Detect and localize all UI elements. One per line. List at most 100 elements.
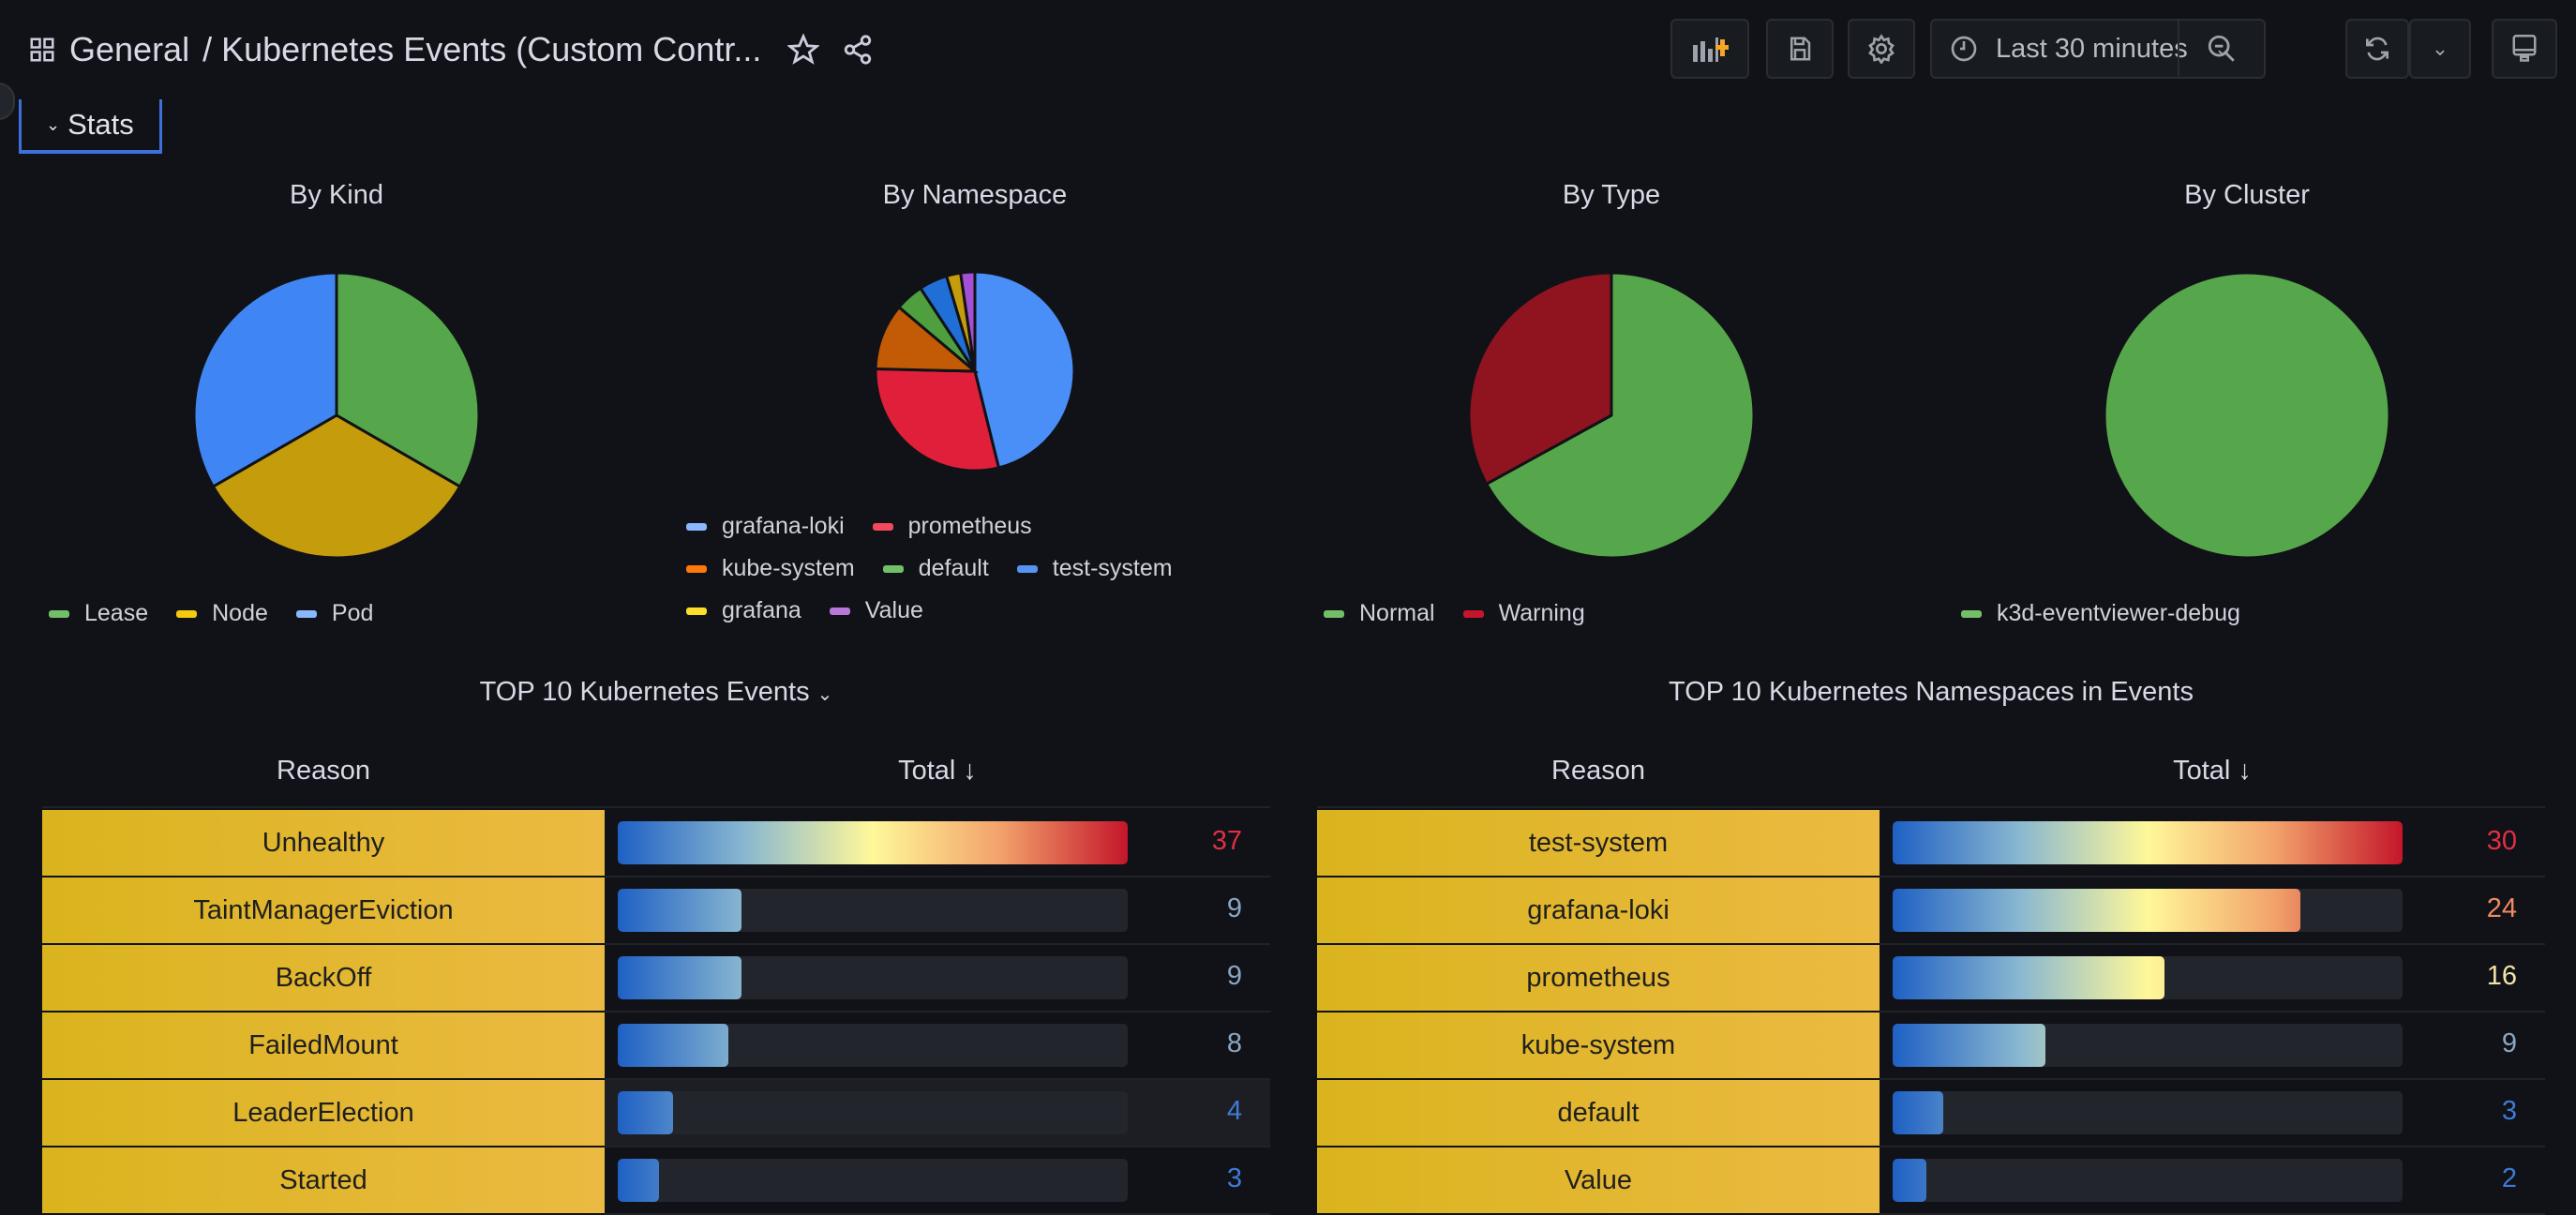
row-divider: [605, 943, 1270, 945]
pie-slice-normal[interactable]: [1484, 271, 1756, 560]
legend-swatch: [1016, 564, 1038, 573]
table-row[interactable]: Unhealthy 37: [42, 810, 1270, 876]
add-panel-button[interactable]: [1670, 19, 1749, 79]
table-row[interactable]: kube-system 9: [1317, 1012, 2545, 1078]
gear-icon: [1868, 34, 1895, 64]
table-row[interactable]: default 3: [1317, 1080, 2545, 1146]
table-row[interactable]: Value 2: [1317, 1148, 2545, 1213]
refresh-interval-dropdown[interactable]: ⌄: [2409, 19, 2471, 79]
legend-item[interactable]: default: [882, 555, 989, 582]
pie-slice-prometheus[interactable]: [874, 367, 1001, 472]
gauge-fill: [618, 956, 742, 999]
refresh-button[interactable]: [2345, 19, 2409, 79]
pie-slice-value[interactable]: [958, 270, 977, 372]
table-row[interactable]: LeaderElection 4: [42, 1080, 1270, 1146]
total-gauge-bar: [618, 1091, 1128, 1134]
legend-item[interactable]: Pod: [295, 600, 373, 627]
legend-label: Lease: [84, 600, 149, 626]
total-value: 30: [2486, 826, 2517, 856]
total-value: 3: [1226, 1163, 1242, 1193]
panel-title-by-type[interactable]: By Type: [1562, 180, 1661, 210]
pie-slice-node[interactable]: [211, 413, 462, 560]
reason-cell: prometheus: [1317, 945, 1880, 1011]
reason-cell: LeaderElection: [42, 1080, 605, 1146]
table-row[interactable]: grafana-loki 24: [1317, 878, 2545, 943]
column-header-total[interactable]: Total ↓: [2173, 756, 2252, 786]
legend-swatch: [686, 522, 707, 531]
legend-label: grafana: [722, 597, 801, 623]
legend-item[interactable]: Value: [829, 597, 923, 624]
reason-cell: test-system: [1317, 810, 1880, 876]
legend-swatch: [295, 609, 317, 618]
pie-slice-warning[interactable]: [1467, 271, 1613, 487]
row-title: Stats: [67, 108, 134, 141]
total-value: 9: [2501, 1028, 2517, 1058]
reason-cell: default: [1317, 1080, 1880, 1146]
dashboard-name[interactable]: / Kubernetes Events (Custom Contr...: [202, 30, 762, 68]
reason-cell: Started: [42, 1148, 605, 1213]
column-header-reason[interactable]: Reason: [277, 756, 370, 786]
legend-swatch: [1324, 609, 1344, 618]
table-row[interactable]: TaintManagerEviction 9: [42, 878, 1270, 943]
star-icon[interactable]: [787, 34, 820, 66]
row-collapse-stats[interactable]: ⌄ Stats: [19, 99, 162, 154]
total-gauge-bar: [1893, 1024, 2403, 1067]
column-header-reason[interactable]: Reason: [1551, 756, 1645, 786]
legend-item[interactable]: grafana-loki: [686, 513, 845, 540]
save-dashboard-button[interactable]: [1766, 19, 1834, 79]
dashboards-grid-icon[interactable]: [28, 36, 56, 64]
legend-item[interactable]: test-system: [1016, 555, 1173, 582]
legend-item[interactable]: Lease: [49, 600, 148, 627]
reason-cell: BackOff: [42, 945, 605, 1011]
total-gauge-bar: [618, 1024, 1128, 1067]
pie-slice-grafana-loki[interactable]: [973, 270, 1076, 470]
legend-item[interactable]: Warning: [1462, 600, 1585, 627]
table-row[interactable]: BackOff 9: [42, 945, 1270, 1011]
legend-swatch: [49, 609, 69, 618]
legend-item[interactable]: prometheus: [872, 513, 1032, 540]
column-header-total[interactable]: Total ↓: [898, 756, 977, 786]
zoom-out-icon[interactable]: [2206, 33, 2238, 65]
total-gauge-bar: [1893, 1159, 2403, 1202]
total-gauge-bar: [1893, 889, 2403, 932]
table-title[interactable]: TOP 10 Kubernetes Namespaces in Events: [1669, 677, 2194, 707]
tv-mode-button[interactable]: [2492, 19, 2557, 79]
table-title[interactable]: TOP 10 Kubernetes Events ⌄: [42, 677, 1270, 708]
settings-button[interactable]: [1848, 19, 1915, 79]
pie-slice-pod[interactable]: [192, 271, 338, 489]
add-panel-icon: [1693, 38, 1729, 62]
panel-title-by-namespace[interactable]: By Namespace: [882, 180, 1068, 210]
legend-by-kind: Lease Node Pod: [49, 600, 630, 627]
time-range-picker[interactable]: Last 30 minutes ⌄: [1930, 19, 2266, 79]
pie-slice-k3d-eventviewer-debug[interactable]: [2103, 271, 2391, 560]
gauge-fill: [618, 821, 1128, 864]
breadcrumb-folder[interactable]: General: [69, 30, 190, 68]
reason-cell: TaintManagerEviction: [42, 878, 605, 943]
legend-item[interactable]: grafana: [686, 597, 801, 624]
table-row[interactable]: test-system 30: [1317, 810, 2545, 876]
total-gauge-bar: [1893, 821, 2403, 864]
share-icon[interactable]: [842, 34, 874, 66]
legend-item[interactable]: k3d-eventviewer-debug: [1961, 600, 2240, 627]
row-divider: [605, 1078, 1270, 1080]
monitor-icon: [2512, 35, 2537, 62]
table-row[interactable]: prometheus 16: [1317, 945, 2545, 1011]
save-icon: [1790, 37, 1811, 61]
panel-title-by-kind[interactable]: By Kind: [290, 180, 383, 210]
sidebar-toggle[interactable]: [0, 82, 15, 120]
legend-item[interactable]: Node: [176, 600, 268, 627]
legend-item[interactable]: Normal: [1324, 600, 1435, 627]
pie-slice-lease[interactable]: [335, 271, 481, 489]
gauge-fill: [618, 1159, 660, 1202]
table-row[interactable]: Started 3: [42, 1148, 1270, 1213]
legend-item[interactable]: kube-system: [686, 555, 855, 582]
legend-label: default: [918, 555, 989, 581]
table-row[interactable]: FailedMount 8: [42, 1012, 1270, 1078]
legend-swatch: [176, 609, 198, 618]
total-value: 9: [1226, 961, 1242, 991]
legend-label: Node: [212, 600, 268, 626]
table-title-text: TOP 10 Kubernetes Events: [479, 677, 810, 707]
legend-swatch: [1462, 609, 1484, 618]
total-value: 3: [2501, 1096, 2517, 1126]
panel-title-by-cluster[interactable]: By Cluster: [2184, 180, 2310, 210]
